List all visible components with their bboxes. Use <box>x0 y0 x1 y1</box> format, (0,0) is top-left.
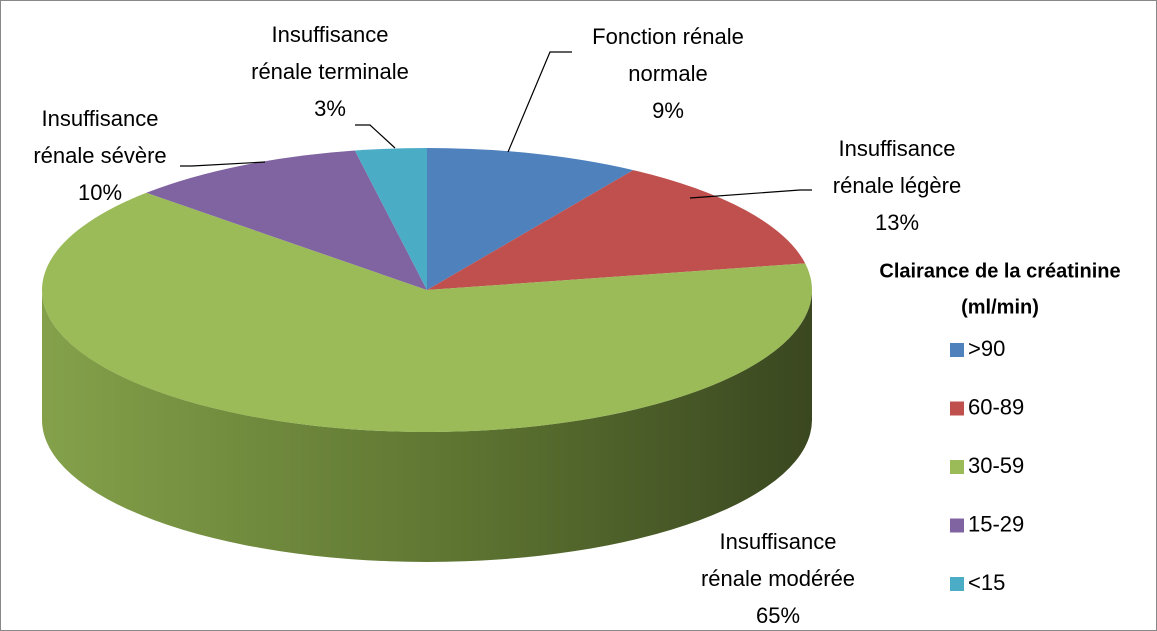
legend-swatch <box>950 401 964 416</box>
slice <box>41 192 813 432</box>
legend-swatch <box>950 577 964 591</box>
legend-swatch <box>950 343 964 357</box>
value-label: 65% <box>756 603 800 628</box>
legend-label: 30-59 <box>968 453 1024 478</box>
slice-label: Fonction rénale <box>592 24 744 49</box>
legend-swatch <box>950 518 964 533</box>
legend-label: 15-29 <box>968 511 1024 536</box>
slice <box>146 150 427 290</box>
slice-label: rénale modérée <box>701 566 855 591</box>
legend-title: (ml/min) <box>961 296 1039 318</box>
leader-line <box>180 161 266 167</box>
slice-label: Insuffisance <box>271 22 388 47</box>
slice-label: Insuffisance <box>838 136 955 161</box>
slice <box>354 148 427 290</box>
slice-label: Insuffisance <box>41 106 158 131</box>
legend-label: 60-89 <box>968 394 1024 419</box>
leader-line <box>689 189 812 199</box>
slice <box>427 170 806 290</box>
value-label: 13% <box>875 210 919 235</box>
leader-line <box>507 51 572 153</box>
leader-line <box>355 124 396 149</box>
value-label: 10% <box>78 180 122 205</box>
slice-label: normale <box>628 61 707 86</box>
legend-title: Clairance de la créatinine <box>879 260 1120 282</box>
value-label: 9% <box>652 98 684 123</box>
legend-label: >90 <box>968 336 1005 361</box>
legend-swatch <box>950 460 964 474</box>
slice-side <box>42 290 812 562</box>
legend-label: <15 <box>968 570 1005 595</box>
value-label: 3% <box>314 96 346 121</box>
slice-label: rénale légère <box>833 173 961 198</box>
slice <box>427 148 634 290</box>
slice-label: rénale terminale <box>251 59 409 84</box>
slice-label: Insuffisance <box>719 529 836 554</box>
slice-label: rénale sévère <box>33 143 166 168</box>
